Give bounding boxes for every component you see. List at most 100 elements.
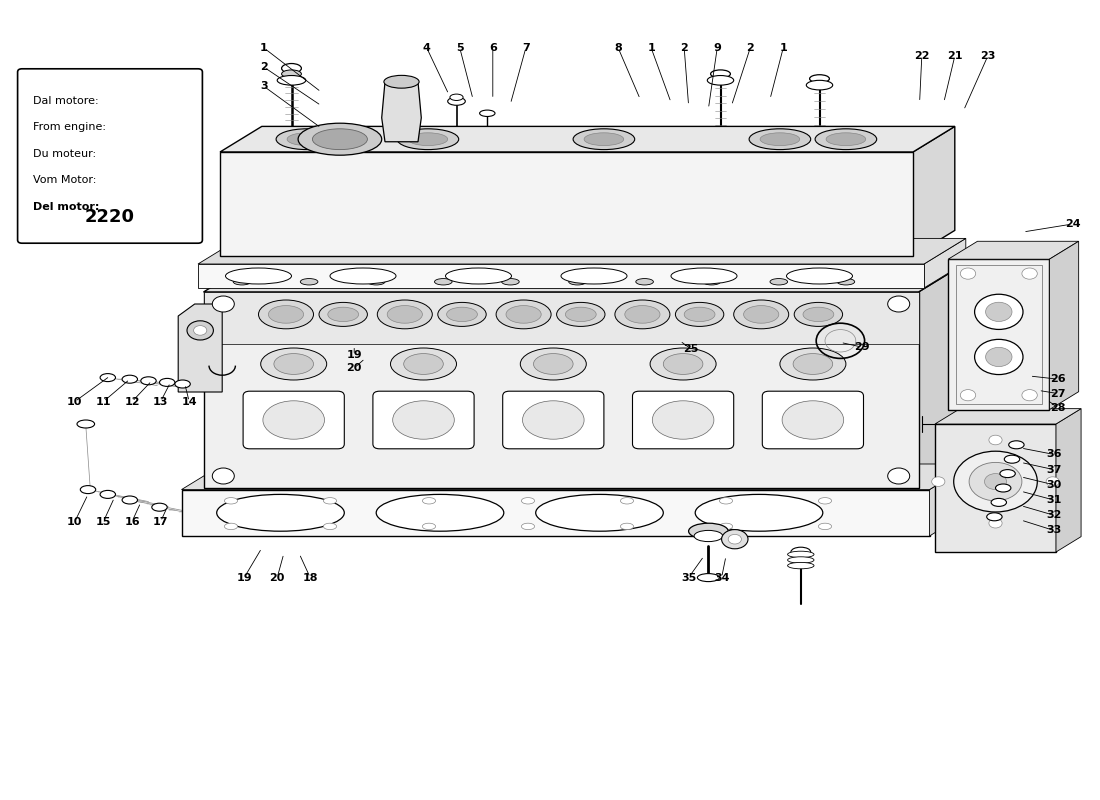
Ellipse shape xyxy=(422,523,436,530)
Text: 9: 9 xyxy=(713,43,722,53)
Polygon shape xyxy=(182,464,971,490)
Polygon shape xyxy=(1049,242,1079,410)
Ellipse shape xyxy=(408,133,448,146)
Text: 19: 19 xyxy=(346,350,362,360)
Ellipse shape xyxy=(100,490,116,498)
Polygon shape xyxy=(182,490,929,536)
Text: 23: 23 xyxy=(980,51,996,61)
Ellipse shape xyxy=(448,98,465,106)
Ellipse shape xyxy=(719,523,733,530)
Ellipse shape xyxy=(175,380,190,388)
Ellipse shape xyxy=(268,306,304,323)
Text: 7: 7 xyxy=(521,43,530,53)
Ellipse shape xyxy=(826,133,866,146)
Text: 5: 5 xyxy=(456,43,463,53)
Ellipse shape xyxy=(397,129,459,150)
Ellipse shape xyxy=(393,401,454,439)
Ellipse shape xyxy=(620,523,634,530)
Ellipse shape xyxy=(276,129,338,150)
Text: 1: 1 xyxy=(647,43,656,53)
Ellipse shape xyxy=(282,63,301,73)
Ellipse shape xyxy=(152,503,167,511)
Polygon shape xyxy=(918,266,960,488)
Text: 10: 10 xyxy=(67,517,82,526)
Ellipse shape xyxy=(719,498,733,504)
Ellipse shape xyxy=(226,268,292,284)
Ellipse shape xyxy=(122,375,138,383)
Text: 20: 20 xyxy=(346,363,362,373)
Ellipse shape xyxy=(212,468,234,484)
Ellipse shape xyxy=(969,462,1022,501)
Ellipse shape xyxy=(141,377,156,385)
Ellipse shape xyxy=(620,498,634,504)
Text: 34: 34 xyxy=(714,573,729,582)
Ellipse shape xyxy=(387,306,422,323)
Ellipse shape xyxy=(815,129,877,150)
Polygon shape xyxy=(948,259,1049,410)
Ellipse shape xyxy=(932,477,945,486)
Polygon shape xyxy=(204,266,960,292)
Ellipse shape xyxy=(782,401,844,439)
Polygon shape xyxy=(220,126,955,152)
Ellipse shape xyxy=(502,278,519,285)
Text: eurospares: eurospares xyxy=(208,432,386,496)
Ellipse shape xyxy=(522,401,584,439)
Text: eurospares: eurospares xyxy=(571,432,749,496)
Text: Du moteur:: Du moteur: xyxy=(33,149,96,159)
Ellipse shape xyxy=(80,486,96,494)
Ellipse shape xyxy=(760,133,800,146)
Text: 11: 11 xyxy=(96,397,111,406)
Ellipse shape xyxy=(536,494,663,531)
Ellipse shape xyxy=(744,306,779,323)
Ellipse shape xyxy=(584,133,624,146)
Polygon shape xyxy=(948,242,1079,259)
Ellipse shape xyxy=(376,494,504,531)
Ellipse shape xyxy=(319,302,367,326)
Ellipse shape xyxy=(707,75,734,85)
Ellipse shape xyxy=(803,307,834,322)
Text: 13: 13 xyxy=(153,397,168,406)
Ellipse shape xyxy=(1022,268,1037,279)
Text: Dal motore:: Dal motore: xyxy=(33,96,99,106)
Ellipse shape xyxy=(788,551,814,558)
Ellipse shape xyxy=(791,547,811,557)
Ellipse shape xyxy=(438,302,486,326)
Ellipse shape xyxy=(663,354,703,374)
Polygon shape xyxy=(178,304,222,392)
Ellipse shape xyxy=(989,518,1002,528)
Ellipse shape xyxy=(975,294,1023,330)
Ellipse shape xyxy=(615,300,670,329)
Text: 4: 4 xyxy=(422,43,431,53)
Text: 28: 28 xyxy=(1050,403,1066,413)
Ellipse shape xyxy=(1009,441,1024,449)
Polygon shape xyxy=(1056,409,1081,552)
Text: 17: 17 xyxy=(153,517,168,526)
Ellipse shape xyxy=(818,498,832,504)
Polygon shape xyxy=(930,464,971,536)
Ellipse shape xyxy=(650,348,716,380)
Ellipse shape xyxy=(263,401,324,439)
Ellipse shape xyxy=(561,268,627,284)
Ellipse shape xyxy=(684,307,715,322)
Ellipse shape xyxy=(675,302,724,326)
FancyBboxPatch shape xyxy=(503,391,604,449)
Ellipse shape xyxy=(573,129,635,150)
Text: eurospares: eurospares xyxy=(208,248,386,312)
Ellipse shape xyxy=(187,321,213,340)
Text: 15: 15 xyxy=(96,517,111,526)
Ellipse shape xyxy=(728,534,741,544)
Ellipse shape xyxy=(323,498,337,504)
Ellipse shape xyxy=(1022,390,1037,401)
Ellipse shape xyxy=(711,70,730,78)
Ellipse shape xyxy=(806,80,833,90)
Ellipse shape xyxy=(1046,477,1059,486)
Ellipse shape xyxy=(697,574,719,582)
Polygon shape xyxy=(924,238,966,288)
Ellipse shape xyxy=(224,523,238,530)
Ellipse shape xyxy=(780,348,846,380)
Ellipse shape xyxy=(300,278,318,285)
Text: 31: 31 xyxy=(1046,495,1062,505)
Polygon shape xyxy=(220,152,913,256)
Ellipse shape xyxy=(652,401,714,439)
Polygon shape xyxy=(382,82,421,142)
